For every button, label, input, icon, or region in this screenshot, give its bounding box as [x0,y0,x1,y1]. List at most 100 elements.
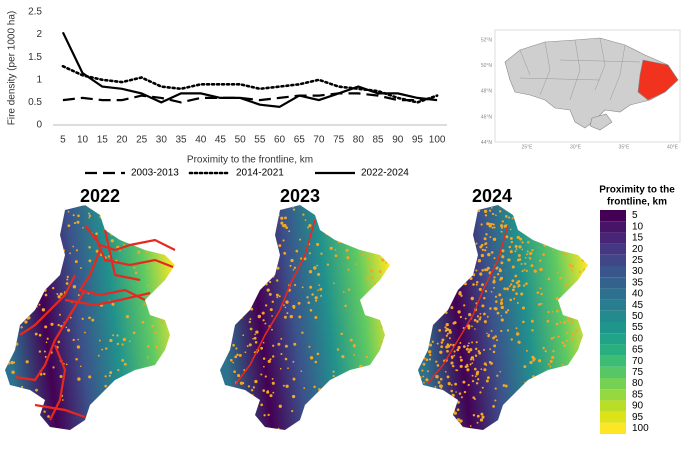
fire-dot [473,243,476,246]
fire-dot [567,315,571,319]
fire-dot [244,234,248,239]
fire-dot [347,239,350,241]
fire-dot [247,211,250,214]
fire-dot [280,216,284,220]
fire-dot [423,381,425,384]
fire-dot [65,363,68,366]
fire-dot [275,293,279,297]
fire-dot [483,237,487,241]
fire-dot [562,306,565,309]
fire-dot [421,350,424,353]
fire-dot [511,265,515,269]
fire-dot [88,216,91,219]
fire-dot [473,252,475,255]
fire-dot [463,304,466,307]
fire-dot [418,411,421,415]
fire-dot [364,419,367,422]
fire-dot [57,205,60,208]
fire-dot [43,350,46,353]
fire-dot [35,305,38,308]
fire-dot [449,343,452,346]
fire-dot [494,307,498,311]
fire-dot [381,258,385,262]
fire-dot [220,260,222,264]
fire-dot [274,224,277,227]
fire-dot [538,303,541,306]
fire-dot [119,231,123,234]
fire-dot [362,369,366,373]
fire-dot [271,381,275,385]
fire-dot [510,338,513,341]
fire-dot [467,324,471,328]
fire-dot [557,247,560,250]
fire-dot [582,406,586,410]
fire-dot [88,214,92,218]
fire-dot [517,254,521,257]
fire-dot [523,365,527,369]
fire-dot [341,220,345,224]
fire-dot [249,318,252,321]
fire-dot [255,330,259,334]
fire-dot [307,206,310,209]
fire-dot [441,338,445,342]
y-tick-label: 1 [36,74,42,85]
fire-dot [337,239,342,244]
fire-dot [494,387,497,390]
fire-dot [474,347,478,351]
fire-dot [166,216,169,219]
fire-dot [247,272,252,276]
fire-dot [476,414,480,418]
x-tick-label: 75 [333,135,345,146]
fire-dot [380,341,383,344]
fire-dot [269,394,273,398]
series-line [61,64,439,104]
fire-dot [472,413,476,417]
legend-swatch [600,232,626,244]
fire-dot [475,281,479,284]
fire-dot [511,217,514,220]
fire-dot [34,332,38,336]
fire-dot [463,224,466,227]
fire-dot [91,318,95,322]
fire-dot [517,280,521,283]
fire-dot [521,241,524,244]
fire-dot [37,259,40,262]
fire-dot [508,245,512,249]
fire-dot [452,233,456,236]
fire-dot [307,301,311,304]
fire-dot [542,253,546,256]
fire-dot [276,296,279,299]
fire-dot [503,287,507,291]
fire-dot [246,396,250,399]
fire-dot [230,400,234,404]
fire-dot [327,422,331,426]
fire-dot [428,388,432,392]
fire-dot [446,281,450,285]
fire-dot [374,283,377,285]
fire-dot [380,324,384,328]
fire-dot [548,411,552,415]
fire-dot [486,315,489,318]
fire-dot [152,304,154,307]
fire-dot [506,329,510,332]
fire-dot [99,215,103,219]
fire-dot [273,261,277,265]
fire-dot [77,294,80,297]
legend-label: 60 [632,333,644,344]
legend-swatch [600,366,626,378]
fire-dot [537,359,542,363]
fire-dot [67,210,70,213]
fire-dot [580,215,583,218]
fire-dot [565,283,569,287]
legend-swatch [600,243,626,255]
x-tick-label: 70 [313,135,325,146]
frontlines [14,224,176,421]
fire-dot [501,249,505,253]
fire-dot [346,256,350,260]
fire-dot [498,210,502,213]
fire-dot [580,336,583,339]
fire-dot [104,384,108,388]
fire-dot [286,312,289,315]
fire-dot [418,354,421,358]
fire-dot [458,392,462,395]
